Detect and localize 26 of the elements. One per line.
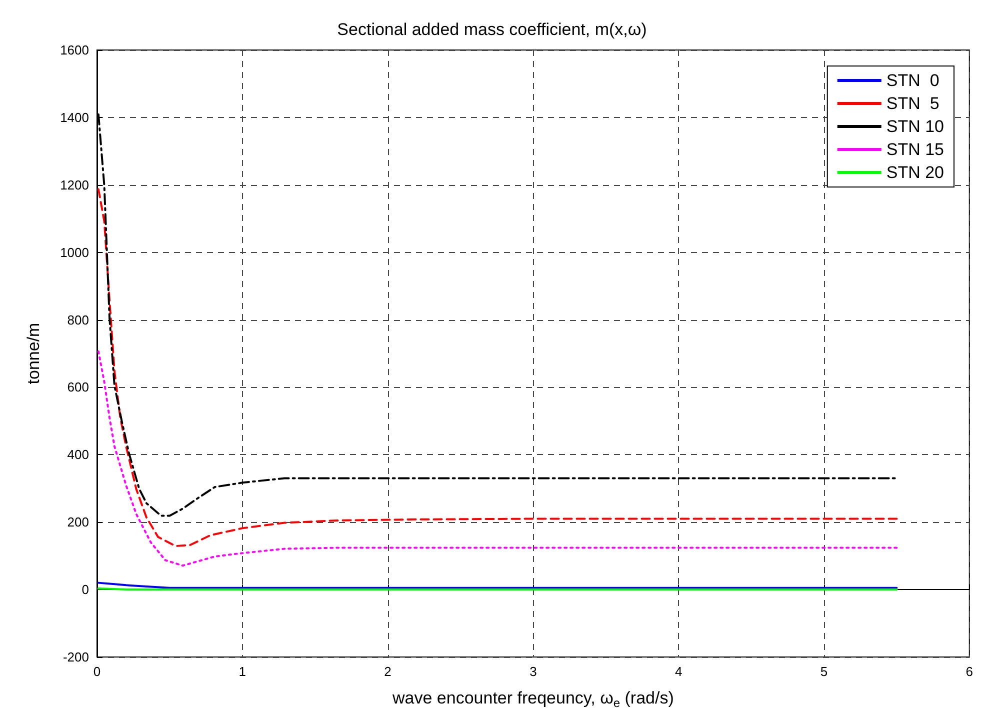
legend-label: STN 0 [886,71,940,90]
x-tick-label: 4 [674,664,682,679]
legend-label: STN 5 [886,94,940,113]
y-tick-label: 600 [67,380,89,395]
y-tick-label: 1200 [60,177,89,192]
legend-label: STN 20 [886,163,944,182]
x-tick-label: 3 [530,664,537,679]
y-tick-label: 800 [67,312,89,328]
x-tick-label: 0 [93,664,101,679]
x-tick-label: 1 [238,664,246,679]
y-tick-label: 1000 [60,244,89,260]
y-tick-label: 1600 [60,42,89,58]
x-tick-label: 6 [966,664,973,679]
y-tick-label: 200 [67,514,89,530]
x-tick-label: 2 [384,664,392,679]
y-tick-label: 1400 [60,110,89,125]
legend-label: STN 10 [886,117,944,136]
y-axis-title: tonne/m [24,322,43,384]
x-tick-label: 5 [820,664,828,679]
line-series [97,350,898,567]
chart-title: Sectional added mass coefficient, m(x,ω) [337,20,647,39]
y-tick-label: 400 [67,447,89,462]
y-tick-label: 0 [82,582,89,598]
y-tick-label: -200 [62,650,89,664]
legend-label: STN 15 [886,140,944,159]
line-series [97,188,898,548]
